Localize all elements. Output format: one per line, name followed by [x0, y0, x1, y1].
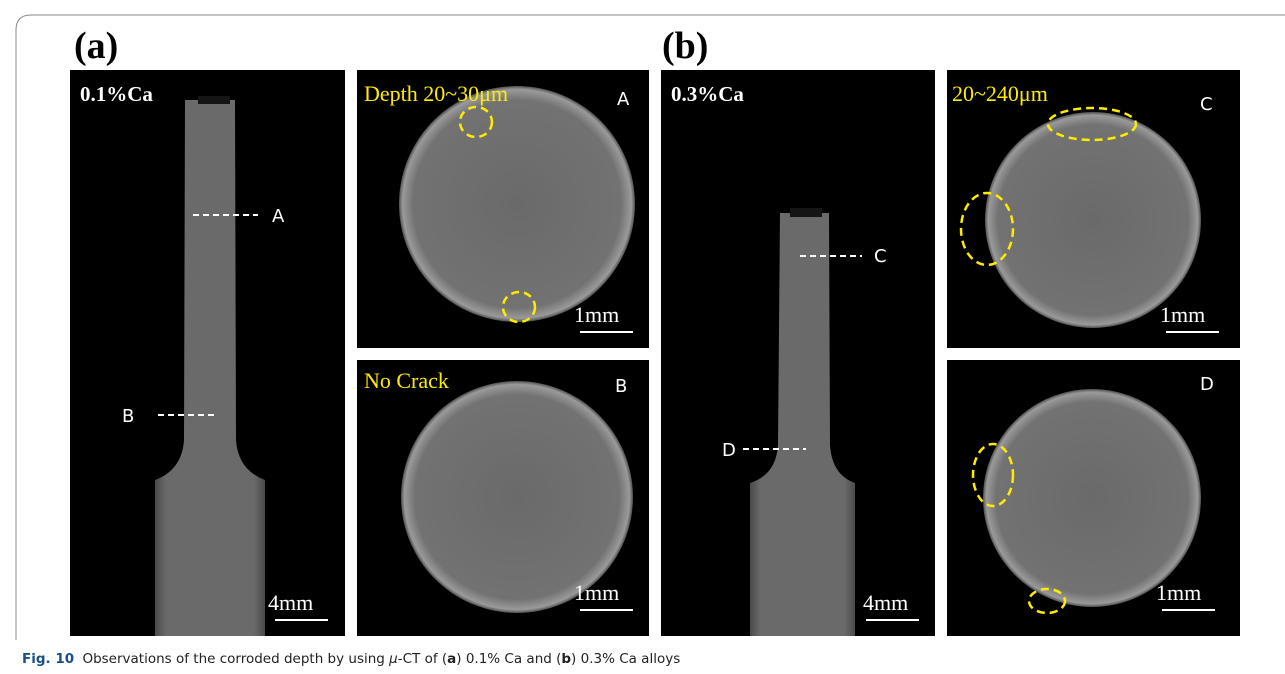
scale-label: 1mm: [1156, 580, 1201, 605]
section-marker: C: [874, 246, 887, 267]
figure: (a) (b) 0.1%Ca A B 4mm Depth 20~30μm A 1…: [0, 0, 1285, 674]
decoration: [790, 208, 822, 217]
scale-label: 4mm: [268, 590, 313, 615]
scale-label: 1mm: [1160, 302, 1205, 327]
panel-label: (b): [662, 25, 708, 67]
decoration: [985, 112, 1201, 328]
caption-text: -CT of (: [398, 651, 447, 667]
section-marker: A: [272, 206, 285, 227]
caption-text: ) 0.3% Ca alloys: [571, 651, 680, 667]
section-id: C: [1200, 94, 1213, 115]
section-id: D: [1200, 374, 1214, 395]
section-id: B: [615, 376, 627, 397]
panel-title: 0.3%Ca: [671, 82, 744, 106]
section-id: A: [617, 89, 630, 110]
decoration: [198, 96, 230, 104]
decoration: [399, 86, 635, 322]
caption-text: Observations of the corroded depth by us…: [82, 651, 389, 667]
section-marker: D: [722, 440, 736, 461]
decoration: [983, 389, 1201, 607]
section-panel: No Crack B 1mm: [357, 360, 649, 636]
section-panel: Depth 20~30μm A 1mm: [357, 70, 649, 348]
section-title: 20~240μm: [952, 81, 1048, 106]
caption-text: b: [561, 651, 571, 667]
caption-label: Fig. 10: [22, 651, 74, 667]
section-title: No Crack: [364, 368, 449, 393]
panel-label: (a): [74, 25, 118, 67]
section-panel: D 1mm: [947, 360, 1240, 636]
caption-text: μ: [388, 651, 398, 667]
caption-text: a: [447, 651, 456, 667]
section-title: Depth 20~30μm: [364, 81, 508, 106]
panel-title: 0.1%Ca: [80, 82, 153, 106]
scale-label: 4mm: [863, 590, 908, 615]
caption: Fig. 10 Observations of the corroded dep…: [22, 651, 680, 667]
scale-label: 1mm: [574, 580, 619, 605]
section-panel: 20~240μm C 1mm: [947, 70, 1240, 348]
section-marker: B: [122, 406, 134, 427]
caption-text: ) 0.1% Ca and (: [456, 651, 561, 667]
specimen-panel: 0.3%Ca C D 4mm: [661, 70, 935, 636]
decoration: [401, 381, 633, 613]
scale-label: 1mm: [574, 302, 619, 327]
specimen-panel: 0.1%Ca A B 4mm: [70, 70, 345, 636]
